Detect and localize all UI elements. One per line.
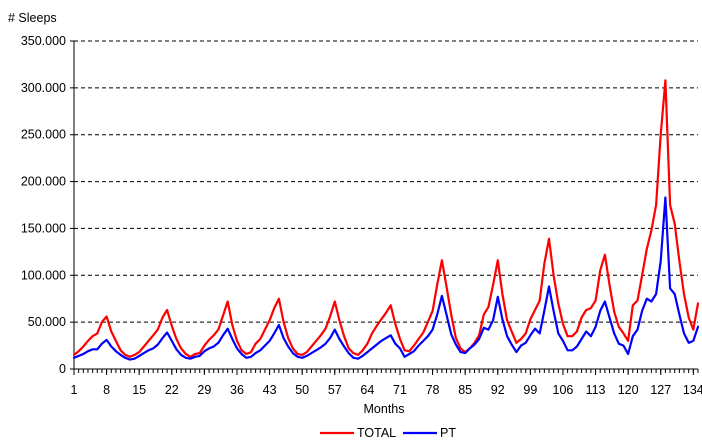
x-tick-label: 8 bbox=[103, 383, 110, 397]
y-tick-label: 150.000 bbox=[21, 221, 66, 235]
series-line-total bbox=[72, 79, 700, 358]
x-tick-label: 120 bbox=[618, 383, 639, 397]
x-tick-label: 36 bbox=[230, 383, 244, 397]
x-axis-title: Months bbox=[364, 402, 405, 416]
x-tick-label: 78 bbox=[426, 383, 440, 397]
x-tick-label: 22 bbox=[165, 383, 179, 397]
x-tick-label: 127 bbox=[650, 383, 671, 397]
x-tick-label: 1 bbox=[71, 383, 78, 397]
x-tick-label: 29 bbox=[197, 383, 211, 397]
y-axis-title: # Sleeps bbox=[8, 11, 57, 25]
x-tick-label: 71 bbox=[393, 383, 407, 397]
x-tick-label: 43 bbox=[263, 383, 277, 397]
y-tick-label: 200.000 bbox=[21, 175, 66, 189]
x-tick-label: 99 bbox=[523, 383, 537, 397]
y-tick-label: 100.000 bbox=[21, 268, 66, 282]
series-line-pt bbox=[72, 196, 700, 361]
x-tick-label: 57 bbox=[328, 383, 342, 397]
axes: 0 50.000 100.000 150.000 200.000 250.000 300.0… bbox=[21, 34, 702, 397]
x-tick-label: 85 bbox=[458, 383, 472, 397]
legend-label-pt: PT bbox=[440, 426, 456, 440]
series-group bbox=[72, 79, 700, 361]
x-tick-label: 134 bbox=[683, 383, 702, 397]
x-tick-label: 113 bbox=[586, 383, 606, 397]
y-tick-label: 350.000 bbox=[21, 34, 66, 48]
legend-label-total: TOTAL bbox=[357, 426, 396, 440]
y-tick-label: 0 bbox=[59, 362, 66, 376]
y-tick-label: 250.000 bbox=[21, 128, 66, 142]
x-tick-label: 92 bbox=[491, 383, 505, 397]
y-tick-label: 300.000 bbox=[21, 81, 66, 95]
gridlines bbox=[74, 40, 698, 323]
x-tick-label: 15 bbox=[132, 383, 146, 397]
legend: TOTAL PT bbox=[320, 426, 456, 440]
x-tick-label: 50 bbox=[295, 383, 309, 397]
x-tick-label: 64 bbox=[360, 383, 374, 397]
x-tick-label: 106 bbox=[553, 383, 574, 397]
y-tick-label: 50.000 bbox=[28, 315, 66, 329]
